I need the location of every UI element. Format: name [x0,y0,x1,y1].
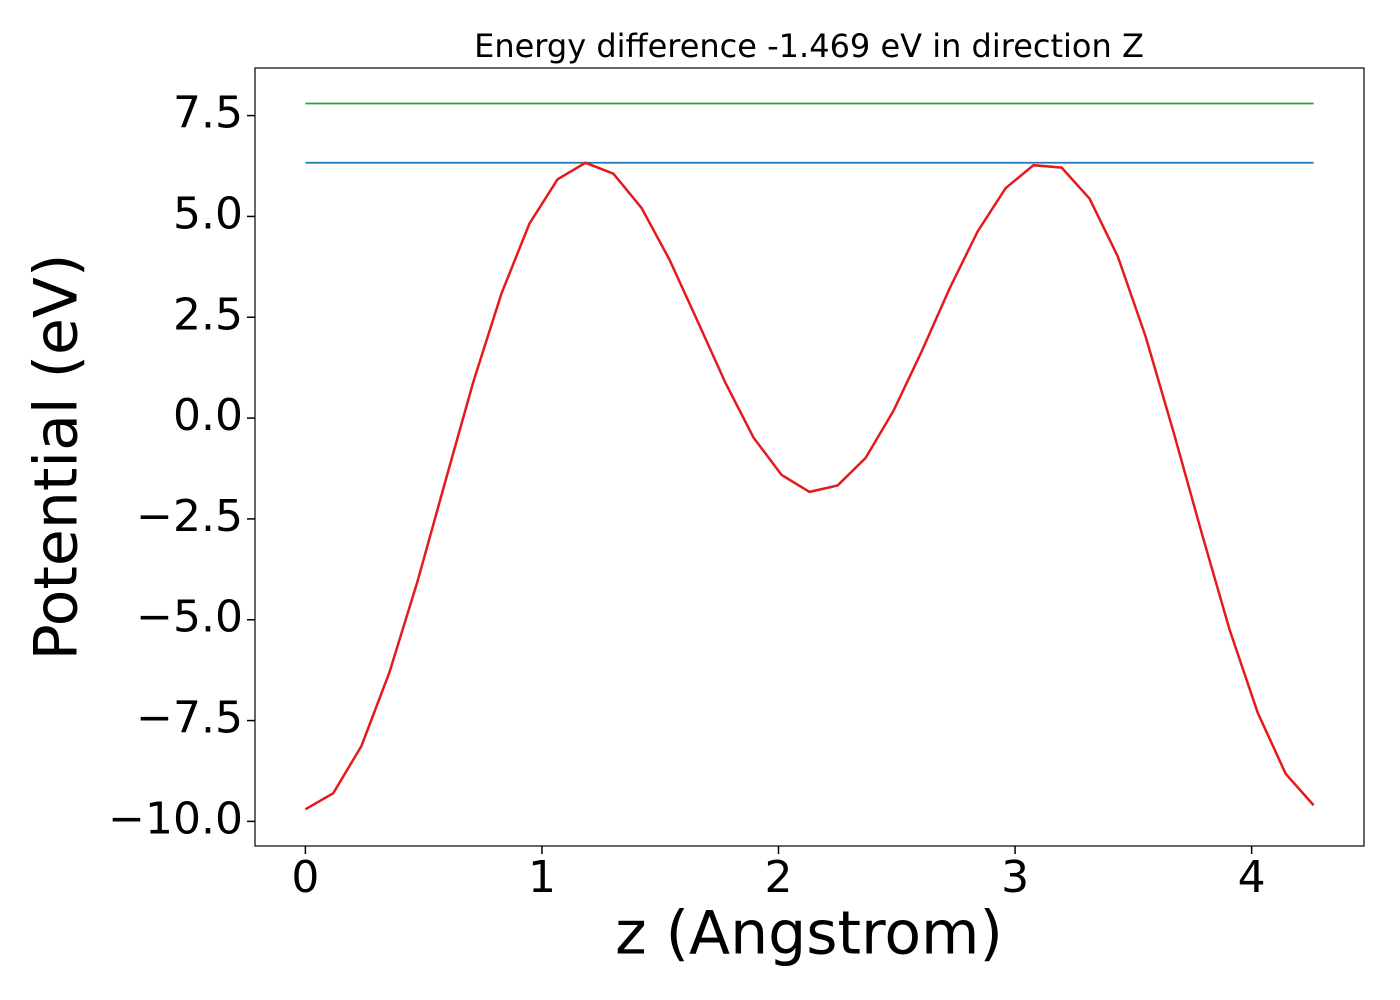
x-tick-label: 4 [1238,852,1266,903]
series-line [304,161,1315,811]
y-tick-label: 7.5 [173,88,243,139]
x-tick-label: 1 [528,852,556,903]
plot-frame [254,67,1365,847]
x-tick-label: 2 [765,852,793,903]
y-axis-label: Potential (eV) [22,254,92,661]
y-tick-label: −10.0 [108,793,243,844]
y-tick-label: −5.0 [136,592,243,643]
y-tick-label: −7.5 [136,693,243,744]
y-tick-label: 0.0 [173,390,243,441]
x-axis-label: z (Angstrom) [615,899,1003,969]
x-tick-label: 0 [291,852,319,903]
x-tick-label: 3 [1001,852,1029,903]
chart-title: Energy difference -1.469 eV in direction… [474,27,1144,65]
y-tick-label: 5.0 [173,188,243,239]
y-tick-label: −2.5 [136,491,243,542]
y-tick-label: 2.5 [173,289,243,340]
